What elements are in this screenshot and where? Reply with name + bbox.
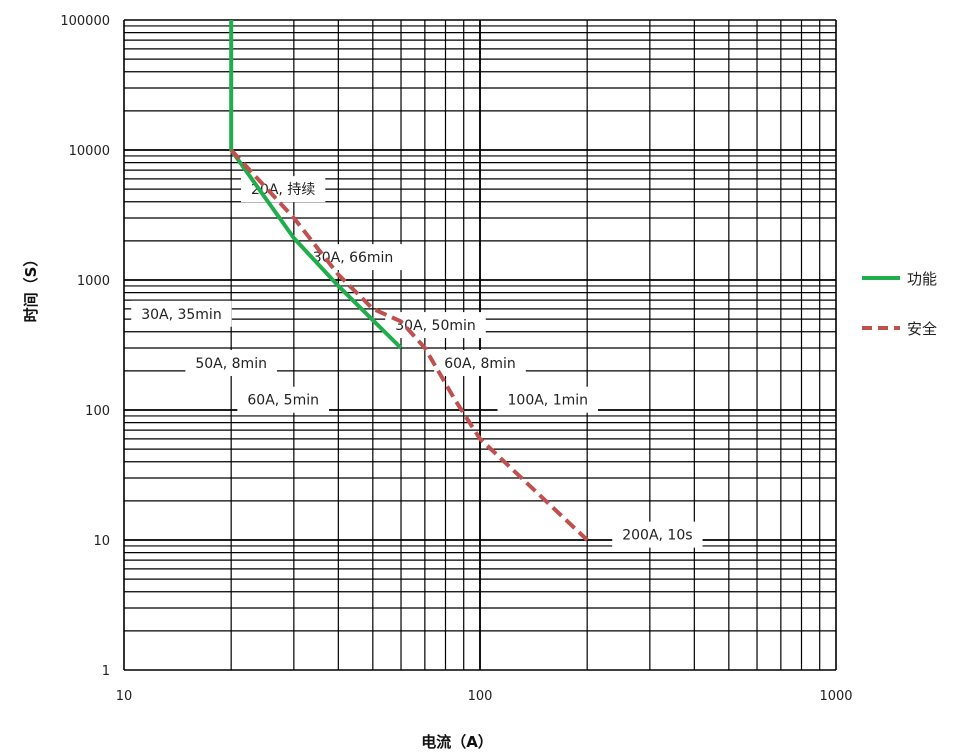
annotation-box — [497, 386, 599, 413]
annotation-text: 60A, 8min — [444, 356, 516, 372]
series-line-function — [229, 20, 403, 350]
annotation-text: 200A, 10s — [622, 528, 692, 544]
y-tick-label: 10 — [93, 534, 110, 549]
annotation-box — [385, 312, 486, 339]
chart-tick-labels: 10 100 1000 1 10 100 1000 10000 100000 — [60, 14, 852, 704]
x-axis-title: 电流（A） — [421, 733, 493, 751]
annotation-text: 50A, 8min — [195, 356, 267, 372]
x-tick-label: 100 — [468, 689, 493, 704]
annotation-label: 100A, 1min — [497, 386, 599, 413]
x-tick-label: 10 — [116, 689, 133, 704]
annotation-box — [131, 300, 232, 327]
y-tick-label: 1 — [102, 664, 110, 679]
annotation-box — [237, 386, 329, 413]
y-tick-label: 10000 — [69, 144, 110, 159]
annotation-label: 50A, 8min — [185, 349, 277, 376]
y-tick-label: 100000 — [60, 14, 110, 29]
annotation-text: 100A, 1min — [508, 393, 589, 409]
legend-label: 功能 — [907, 270, 937, 288]
chart-grid — [123, 19, 837, 671]
y-tick-label: 1000 — [77, 274, 110, 289]
annotation-label: 60A, 8min — [434, 349, 526, 376]
annotation-label: 30A, 50min — [385, 312, 486, 339]
annotation-box — [185, 349, 277, 376]
annotation-label: 60A, 5min — [237, 386, 329, 413]
chart-series — [229, 20, 589, 542]
annotation-label: 30A, 35min — [131, 300, 232, 327]
annotation-box — [434, 349, 526, 376]
legend-label: 安全 — [907, 320, 937, 338]
y-axis-title: 时间（S） — [22, 252, 40, 323]
y-tick-label: 100 — [85, 404, 110, 419]
series-line-safety — [229, 148, 589, 542]
annotation-label: 200A, 10s — [612, 521, 703, 548]
annotation-text: 30A, 50min — [395, 318, 476, 334]
annotation-text: 30A, 35min — [141, 307, 222, 323]
annotation-text: 30A, 66min — [313, 250, 394, 266]
chart-annotations: 20A, 持续 30A, 66min 30A, 35min 30A, 50min 50A… — [131, 176, 703, 548]
x-tick-label: 1000 — [819, 689, 852, 704]
annotation-text: 60A, 5min — [247, 393, 319, 409]
annotation-text: 20A, 持续 — [251, 181, 315, 198]
annotation-box — [612, 521, 703, 548]
